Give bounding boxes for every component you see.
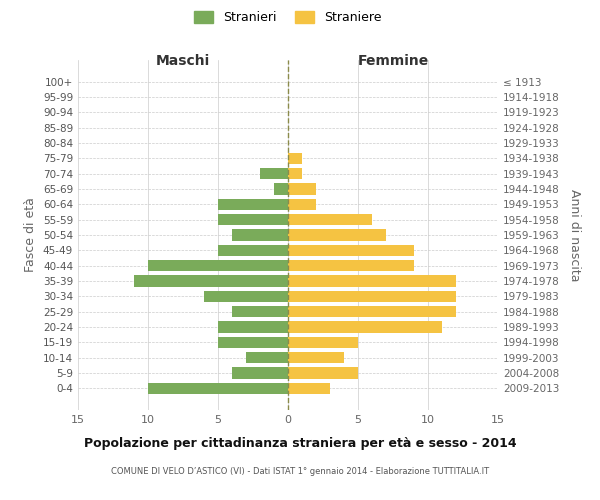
Bar <box>288 276 456 287</box>
Y-axis label: Fasce di età: Fasce di età <box>25 198 37 272</box>
Bar <box>288 214 372 226</box>
Bar <box>232 229 288 241</box>
Bar <box>148 260 288 272</box>
Bar <box>274 183 288 194</box>
Text: Femmine: Femmine <box>358 54 428 68</box>
Text: Maschi: Maschi <box>156 54 210 68</box>
Bar <box>148 382 288 394</box>
Bar <box>288 229 386 241</box>
Bar <box>204 290 288 302</box>
Bar <box>288 260 414 272</box>
Bar <box>288 290 456 302</box>
Bar <box>288 183 316 194</box>
Legend: Stranieri, Straniere: Stranieri, Straniere <box>190 6 386 29</box>
Bar <box>218 336 288 348</box>
Text: Popolazione per cittadinanza straniera per età e sesso - 2014: Popolazione per cittadinanza straniera p… <box>83 438 517 450</box>
Bar <box>288 352 344 364</box>
Bar <box>218 214 288 226</box>
Text: COMUNE DI VELO D’ASTICO (VI) - Dati ISTAT 1° gennaio 2014 - Elaborazione TUTTITA: COMUNE DI VELO D’ASTICO (VI) - Dati ISTA… <box>111 468 489 476</box>
Bar <box>232 306 288 318</box>
Bar <box>288 368 358 379</box>
Bar <box>218 322 288 333</box>
Bar <box>288 322 442 333</box>
Bar <box>288 168 302 179</box>
Bar <box>260 168 288 179</box>
Bar <box>288 382 330 394</box>
Bar <box>288 306 456 318</box>
Bar <box>288 152 302 164</box>
Bar <box>288 244 414 256</box>
Bar <box>288 336 358 348</box>
Bar <box>134 276 288 287</box>
Bar <box>218 244 288 256</box>
Bar <box>232 368 288 379</box>
Bar <box>288 198 316 210</box>
Y-axis label: Anni di nascita: Anni di nascita <box>568 188 581 281</box>
Bar <box>246 352 288 364</box>
Bar <box>218 198 288 210</box>
